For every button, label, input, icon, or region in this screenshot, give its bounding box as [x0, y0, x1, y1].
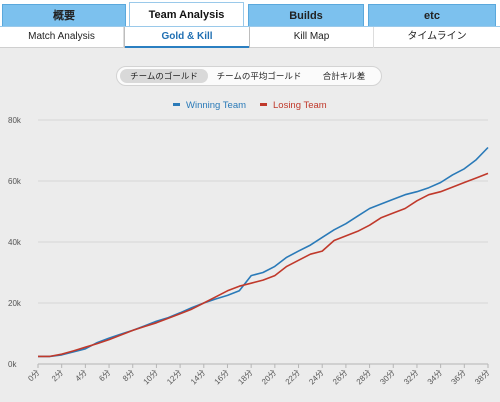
legend-label: Losing Team: [273, 100, 327, 111]
x-tick-label: 4分: [74, 368, 89, 383]
x-tick-label: 0分: [26, 368, 41, 383]
y-tick-label: 60k: [8, 177, 22, 186]
y-tick-label: 40k: [8, 238, 22, 247]
tab-overview[interactable]: 概要: [2, 4, 126, 26]
series-group: [38, 146, 489, 358]
legend: Winning Team Losing Team: [173, 100, 327, 111]
tab-etc[interactable]: etc: [368, 4, 496, 26]
x-tick-label: 32分: [402, 368, 420, 386]
tab-team-analysis[interactable]: Team Analysis: [129, 2, 244, 26]
x-tick-label: 10分: [142, 368, 160, 386]
x-tick-label: 34分: [426, 368, 444, 386]
y-tick-label: 20k: [8, 299, 22, 308]
x-tick-label: 12分: [165, 368, 183, 386]
subtab-gold-kill[interactable]: Gold & Kill: [124, 27, 250, 48]
legend-swatch: [260, 103, 267, 106]
y-tick-label: 80k: [8, 116, 22, 125]
chart-panel: [0, 48, 500, 402]
toggle-team-gold[interactable]: チームのゴールド: [120, 69, 208, 83]
toggle-team-average-gold[interactable]: チームの平均ゴールド: [216, 71, 302, 81]
tab-builds[interactable]: Builds: [248, 4, 364, 26]
subtab-kill-map[interactable]: Kill Map: [250, 27, 374, 48]
x-tick-label: 24分: [307, 368, 325, 386]
x-tick-label: 38分: [473, 368, 491, 386]
legend-label: Winning Team: [186, 100, 246, 111]
grid-lines: [38, 119, 488, 365]
legend-swatch: [173, 103, 180, 106]
subtab-timeline[interactable]: タイムライン: [407, 31, 467, 42]
top-tab-bar: 概要 Team Analysis Builds etc: [0, 0, 500, 26]
losing-team-line: [38, 172, 489, 358]
subtab-match-analysis[interactable]: Match Analysis: [0, 27, 124, 48]
x-tick-label: 6分: [97, 368, 112, 383]
winning-team-line: [38, 146, 489, 358]
y-tick-label: 0k: [8, 360, 17, 369]
x-tick-label: 26分: [331, 368, 349, 386]
sub-tab-bar: Match Analysis Gold & Kill Kill Map タイムラ…: [0, 26, 500, 48]
x-tick-label: 22分: [284, 368, 302, 386]
y-axis: 0k 20k 40k 60k 80k: [8, 116, 22, 369]
x-tick-label: 20分: [260, 368, 278, 386]
chart-mode-toggle: チームのゴールド チームの平均ゴールド 合計キル差: [116, 66, 382, 86]
x-tick-label: 36分: [449, 368, 467, 386]
x-axis: 0分 2分 4分 6分 8分 10分 12分 14分 16分 18分 20分 22分 24分 26分 28分…: [26, 364, 491, 386]
x-tick-label: 8分: [121, 368, 136, 383]
x-tick-label: 2分: [50, 368, 65, 383]
x-tick-label: 28分: [355, 368, 373, 386]
toggle-total-kill-diff[interactable]: 合計キル差: [322, 71, 366, 81]
x-tick-label: 30分: [378, 368, 396, 386]
x-tick-label: 14分: [189, 368, 207, 386]
x-tick-label: 16分: [213, 368, 231, 386]
x-tick-label: 18分: [236, 368, 254, 386]
